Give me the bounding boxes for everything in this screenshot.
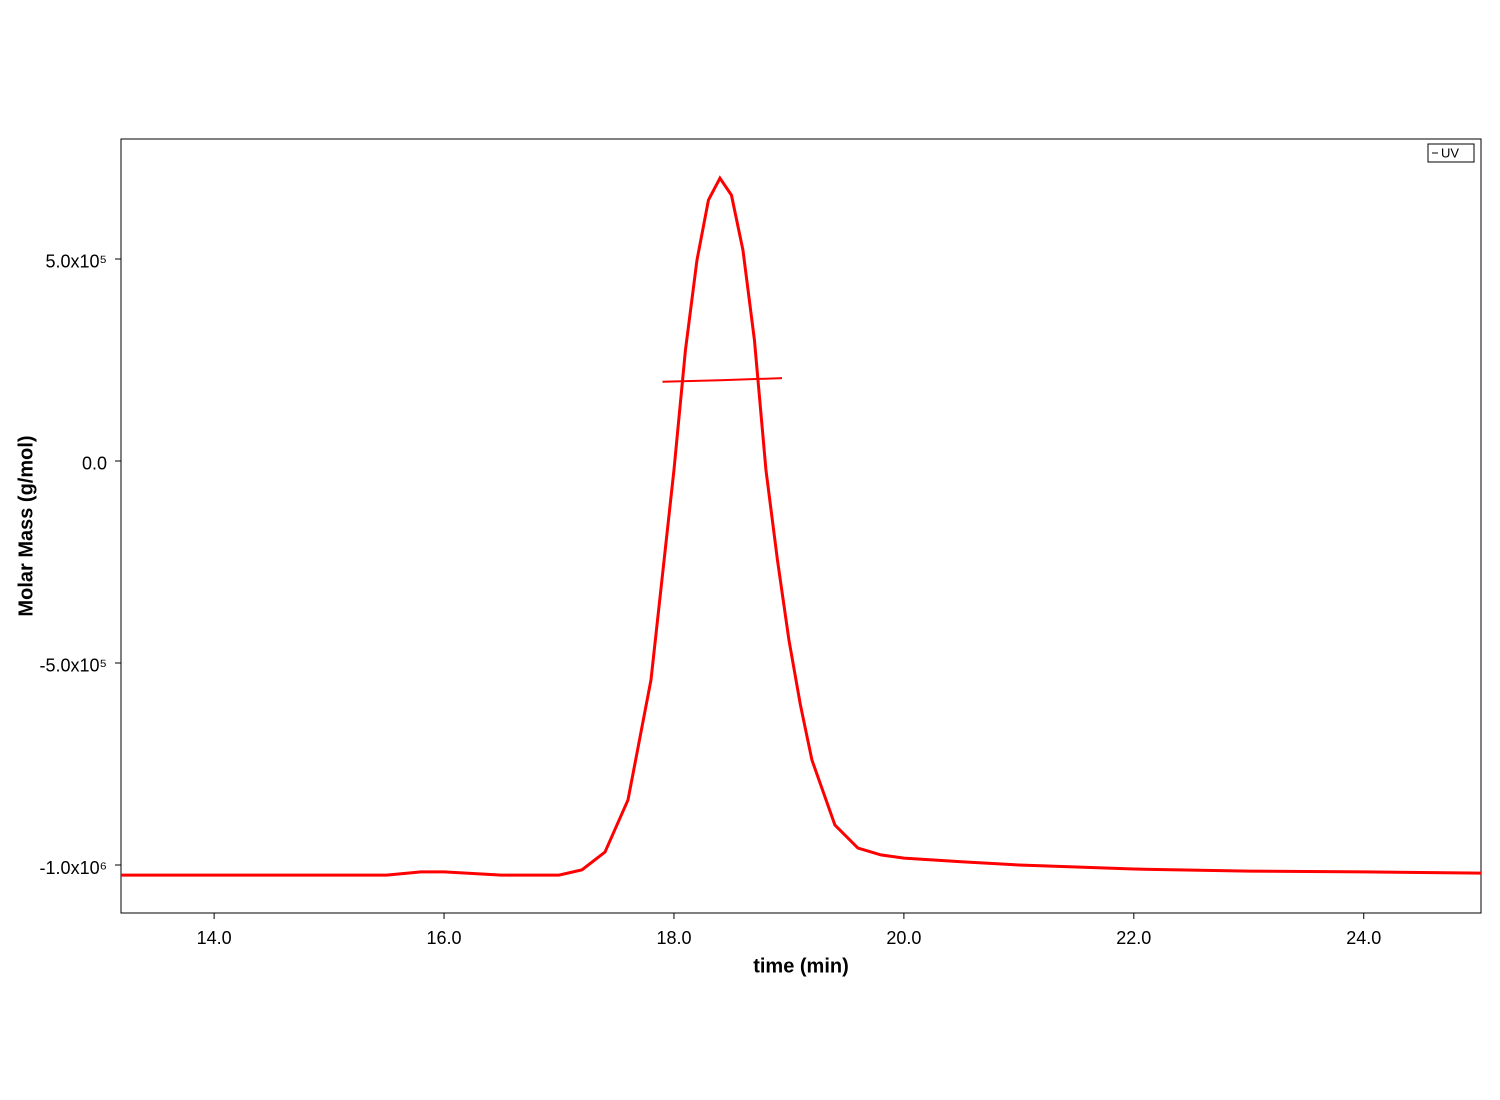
legend-label: UV xyxy=(1441,145,1459,160)
legend-box xyxy=(1427,143,1475,163)
x-axis-label: time (min) xyxy=(753,955,849,977)
y-tick-label: -1.0x10⁶ xyxy=(40,858,107,878)
x-tick-label: 20.0 xyxy=(886,928,921,948)
y-tick-label: -5.0x10⁵ xyxy=(40,656,108,676)
y-axis-label: Molar Mass (g/mol) xyxy=(15,435,37,616)
x-tick-label: 16.0 xyxy=(427,928,462,948)
x-tick-label: 22.0 xyxy=(1116,928,1151,948)
y-tick-label: 0.0 xyxy=(82,454,107,474)
data-line xyxy=(662,377,783,383)
plot-frame xyxy=(120,138,1482,914)
x-tick-label: 18.0 xyxy=(656,928,691,948)
y-tick-label: 5.0x10⁵ xyxy=(45,252,107,272)
x-tick-label: 14.0 xyxy=(197,928,232,948)
data-line xyxy=(121,175,1482,877)
x-tick-label: 24.0 xyxy=(1346,928,1381,948)
